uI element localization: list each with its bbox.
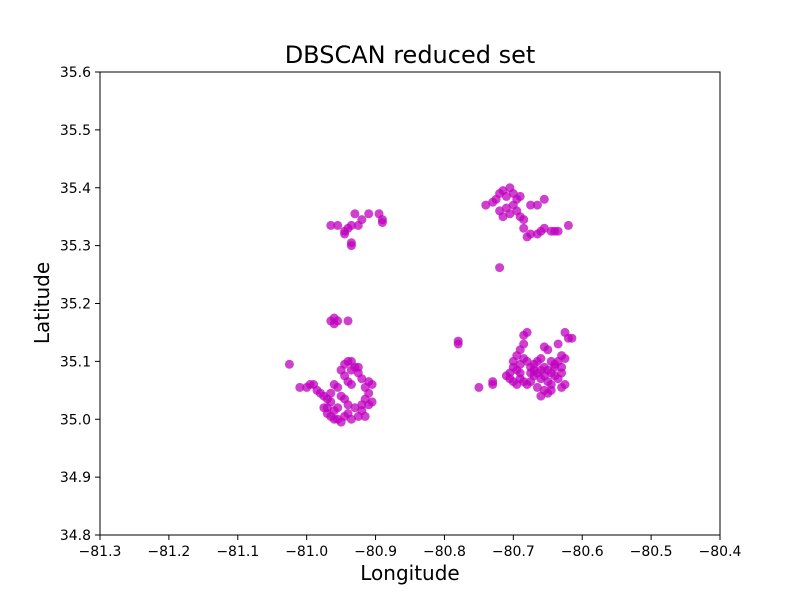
data-point <box>343 316 353 326</box>
y-tick-label: 35.5 <box>60 123 91 139</box>
data-point <box>495 263 505 273</box>
data-point <box>319 403 329 413</box>
data-point <box>526 200 536 210</box>
y-tick-label: 35.6 <box>60 65 91 81</box>
x-axis: −81.3 −81.2 −81.1 −81.0 −80.9 −80.8 −80.7 −80.6… <box>79 535 742 560</box>
data-point <box>512 380 522 389</box>
y-tick-label: 35.3 <box>60 239 91 255</box>
x-tick-label: −80.7 <box>492 544 535 560</box>
data-point <box>567 333 577 343</box>
data-point <box>353 362 363 372</box>
data-point <box>377 218 387 227</box>
data-point <box>546 380 556 389</box>
x-tick-label: −81.0 <box>285 544 328 560</box>
data-point <box>550 362 560 372</box>
data-point <box>539 342 549 352</box>
data-point <box>529 359 539 369</box>
data-point <box>505 209 515 219</box>
data-point <box>350 403 360 413</box>
data-point <box>539 223 549 233</box>
y-axis: 34.8 34.9 35.0 35.1 35.2 35.3 35.4 35.5 35.6 <box>60 65 100 544</box>
data-point <box>498 212 508 222</box>
data-point <box>519 223 529 233</box>
points-layer <box>284 183 577 427</box>
data-point <box>346 220 356 230</box>
data-point <box>333 403 343 413</box>
data-point <box>346 241 356 251</box>
data-point <box>532 200 542 210</box>
data-point <box>553 339 563 349</box>
data-point <box>481 200 491 210</box>
x-tick-label: −81.3 <box>79 544 122 560</box>
data-point <box>526 368 536 378</box>
data-point <box>519 339 529 349</box>
data-point <box>560 354 570 363</box>
y-tick-label: 35.1 <box>60 354 91 370</box>
data-point <box>526 229 536 239</box>
data-point <box>453 339 463 349</box>
data-point <box>350 209 360 219</box>
data-point <box>532 382 542 392</box>
data-point <box>333 316 343 326</box>
data-point <box>488 380 498 389</box>
data-point <box>557 382 567 392</box>
data-point <box>333 382 343 392</box>
data-point <box>340 229 350 239</box>
data-point <box>364 209 374 219</box>
data-point <box>364 400 374 410</box>
data-point <box>522 327 532 337</box>
x-tick-label: −80.6 <box>561 544 604 560</box>
x-tick-label: −80.5 <box>630 544 673 560</box>
x-tick-label: −80.4 <box>699 544 742 560</box>
data-point <box>346 380 356 389</box>
data-point <box>563 220 573 230</box>
data-point <box>515 191 525 201</box>
x-tick-label: −80.8 <box>423 544 466 560</box>
data-point <box>346 414 356 424</box>
data-point <box>360 411 370 421</box>
data-point <box>343 400 353 410</box>
data-point <box>553 226 563 236</box>
data-point <box>326 388 336 398</box>
x-axis-label: Longitude <box>360 561 459 585</box>
data-point <box>557 362 567 372</box>
y-tick-label: 35.0 <box>60 412 91 428</box>
y-tick-label: 34.9 <box>60 470 91 486</box>
data-point <box>346 365 356 375</box>
x-tick-label: −80.9 <box>354 544 397 560</box>
data-point <box>333 220 343 230</box>
data-point <box>326 220 336 230</box>
data-point <box>539 385 549 395</box>
data-point <box>519 215 529 225</box>
y-axis-label: Latitude <box>30 262 54 344</box>
data-point <box>539 194 549 204</box>
y-tick-label: 34.8 <box>60 528 91 544</box>
data-point <box>367 380 377 389</box>
x-tick-label: −81.1 <box>216 544 259 560</box>
data-point <box>515 359 525 369</box>
data-point <box>560 327 570 337</box>
chart-title: DBSCAN reduced set <box>285 41 536 69</box>
data-point <box>284 359 294 369</box>
data-point <box>295 382 305 392</box>
x-tick-label: −81.2 <box>147 544 190 560</box>
data-point <box>353 220 363 230</box>
data-point <box>501 191 511 201</box>
data-point <box>536 354 546 363</box>
y-tick-label: 35.2 <box>60 297 91 313</box>
data-point <box>474 382 484 392</box>
y-tick-label: 35.4 <box>60 181 91 197</box>
